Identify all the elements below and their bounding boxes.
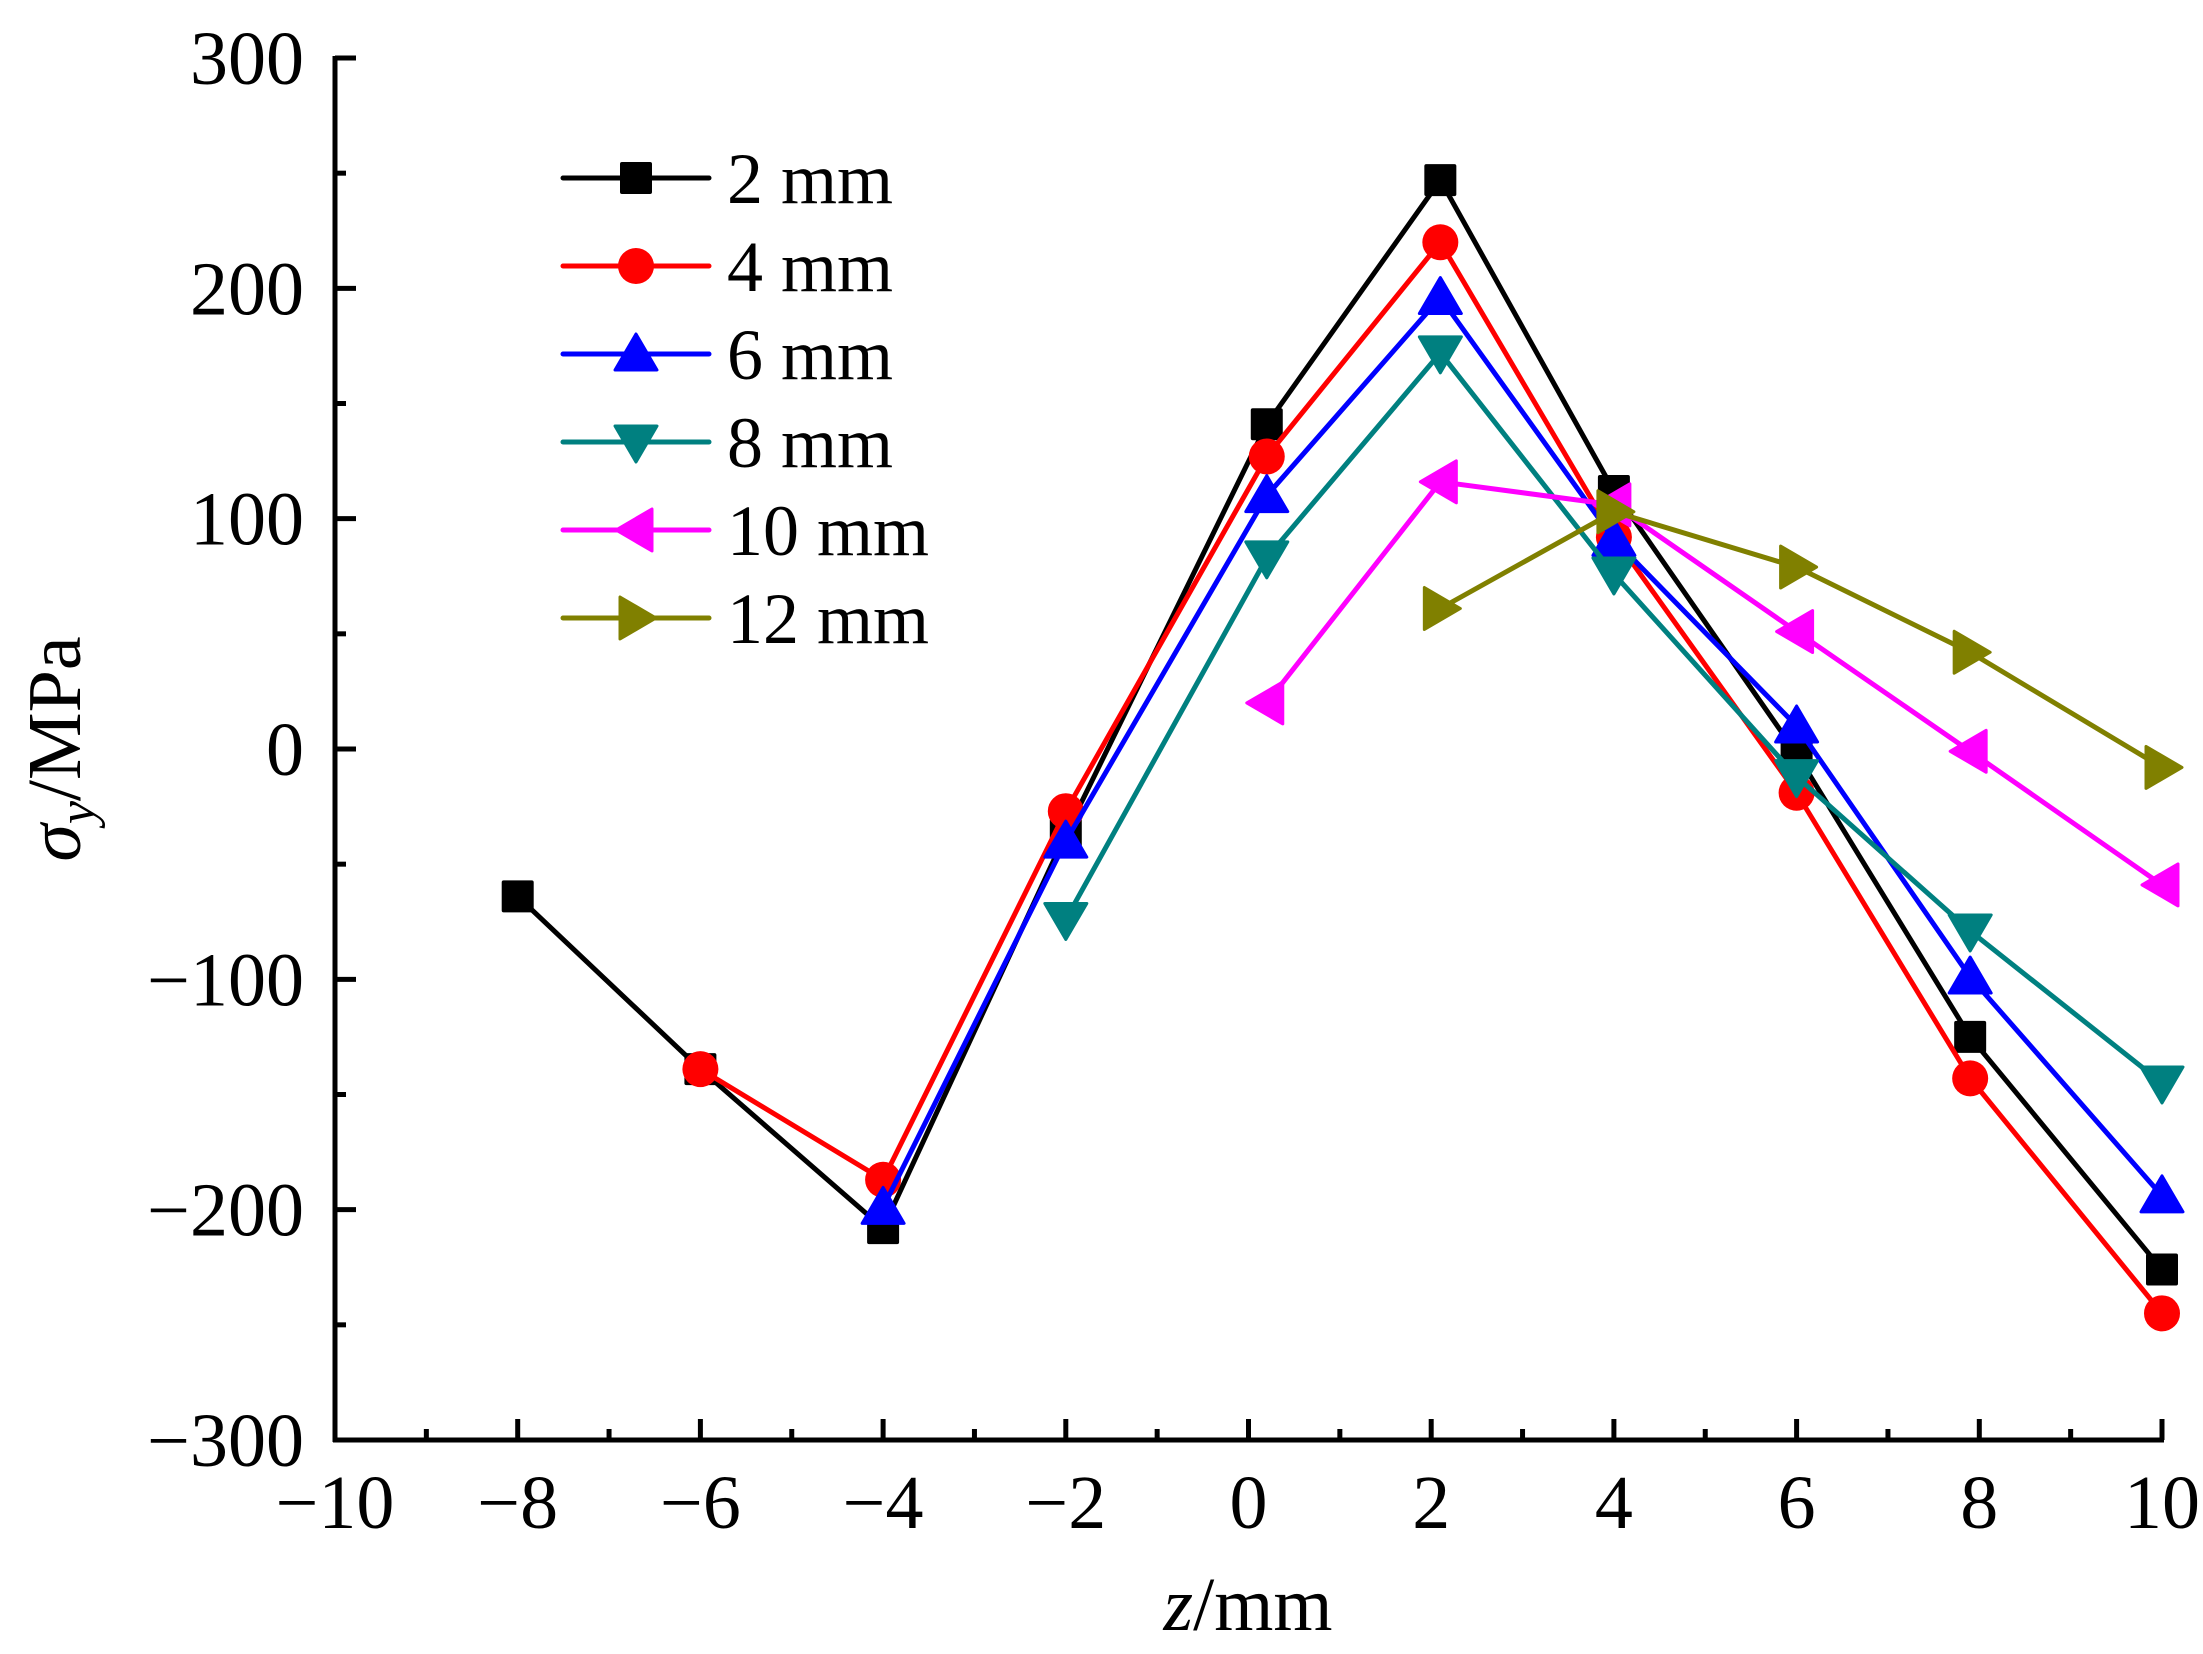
- series-line: [515, 177, 2164, 1272]
- data-point-triangle-up: [2139, 1174, 2185, 1214]
- legend-marker-triangle-down: [613, 424, 659, 464]
- y-tick-label: 200: [190, 247, 304, 331]
- legend-marker-circle: [618, 248, 654, 284]
- data-point-triangle-up: [1043, 819, 1089, 859]
- legend-item: 4 mm: [560, 227, 893, 307]
- data-point-triangle-left: [1418, 459, 1458, 505]
- series-8mm: [1043, 335, 2185, 1105]
- y-tick-label: −300: [147, 1399, 304, 1483]
- data-point-triangle-up: [1774, 704, 1820, 744]
- x-tick-label: −4: [843, 1461, 924, 1545]
- data-point-triangle-down: [1591, 556, 1637, 596]
- x-ticks: −10 −8 −6 −4 −2 0 2 4 6 8 10: [276, 1419, 2200, 1545]
- data-point-triangle-down: [1774, 759, 1820, 799]
- data-point-circle: [1422, 224, 1459, 261]
- legend-marker-triangle-up: [613, 332, 659, 372]
- x-axis-title-var: z: [1163, 1563, 1194, 1647]
- data-point-square: [1954, 1020, 1987, 1053]
- x-tick-label: −10: [276, 1461, 395, 1545]
- series-6mm: [860, 276, 2185, 1225]
- legend-marker-square: [620, 162, 652, 194]
- data-point-triangle-down: [2139, 1065, 2185, 1105]
- data-point-triangle-down: [1244, 540, 1290, 580]
- x-tick-label: 2: [1412, 1461, 1450, 1545]
- data-point-circle: [682, 1051, 719, 1088]
- data-point-triangle-right: [1422, 585, 1462, 631]
- legend-item: 8 mm: [560, 403, 893, 483]
- legend-item: 10 mm: [560, 491, 929, 571]
- legend-label: 10 mm: [727, 491, 929, 571]
- data-point-triangle-down: [1947, 913, 1993, 953]
- y-axis-title-unit: /MPa: [13, 636, 97, 801]
- series-layer: [501, 164, 2185, 1332]
- series-4mm: [682, 224, 2180, 1332]
- y-axis-title-sub: y: [49, 800, 106, 829]
- data-point-triangle-up: [1947, 955, 1993, 995]
- x-axis-title-unit: /mm: [1193, 1563, 1332, 1647]
- y-axis-title: σy/MPa: [13, 636, 106, 861]
- data-point-triangle-up: [860, 1185, 906, 1225]
- x-tick-label: 10: [2124, 1461, 2200, 1545]
- legend-label: 4 mm: [727, 227, 893, 307]
- series-line: [880, 295, 2164, 1209]
- series-line: [1264, 479, 2164, 887]
- data-point-triangle-left: [1948, 728, 1988, 774]
- data-point-circle: [1248, 438, 1285, 475]
- data-point-triangle-left: [2140, 862, 2180, 908]
- legend-item: 12 mm: [560, 579, 929, 659]
- data-point-triangle-up: [1244, 474, 1290, 514]
- x-tick-label: −2: [1025, 1461, 1106, 1545]
- data-point-square: [1424, 164, 1457, 197]
- data-point-circle: [1952, 1060, 1989, 1097]
- y-tick-label: 300: [190, 17, 304, 101]
- y-tick-label: 100: [190, 478, 304, 562]
- x-tick-label: −6: [660, 1461, 741, 1545]
- data-point-square: [1250, 408, 1283, 441]
- data-point-circle: [2144, 1295, 2180, 1332]
- data-point-square: [2146, 1253, 2178, 1286]
- data-point-triangle-right: [1596, 489, 1636, 535]
- legend-label: 6 mm: [727, 315, 893, 395]
- x-tick-label: −8: [477, 1461, 558, 1545]
- data-point-triangle-left: [1775, 609, 1815, 655]
- data-point-triangle-down: [1043, 901, 1089, 941]
- axes: −10 −8 −6 −4 −2 0 2 4 6 8 10 −300 −200 −100 0 100 200 30…: [147, 17, 2200, 1545]
- y-axis-title-var: σ: [13, 822, 97, 862]
- data-point-triangle-down: [1417, 335, 1463, 375]
- data-point-triangle-left: [1245, 680, 1285, 726]
- data-point-triangle-up: [1591, 517, 1637, 557]
- data-point-square: [501, 880, 534, 913]
- y-ticks: −300 −200 −100 0 100 200 300: [147, 17, 356, 1483]
- legend-label: 2 mm: [727, 139, 893, 219]
- legend-label: 12 mm: [727, 579, 929, 659]
- data-point-triangle-right: [1952, 629, 1992, 675]
- legend-marker-triangle-left: [614, 507, 654, 553]
- y-tick-label: −100: [147, 938, 304, 1022]
- series-12mm: [1422, 489, 2184, 790]
- x-tick-label: 6: [1778, 1461, 1816, 1545]
- data-point-triangle-up: [1417, 276, 1463, 316]
- legend-marker-triangle-right: [618, 595, 658, 641]
- legend-item: 6 mm: [560, 315, 893, 395]
- legend-label: 8 mm: [727, 403, 893, 483]
- x-tick-label: 8: [1960, 1461, 1998, 1545]
- x-axis-title: z/mm: [1163, 1563, 1333, 1647]
- y-tick-label: −200: [147, 1169, 304, 1253]
- data-point-triangle-right: [2144, 744, 2184, 790]
- legend-item: 2 mm: [560, 139, 893, 219]
- y-tick-label: 0: [266, 708, 304, 792]
- data-point-triangle-right: [1779, 544, 1819, 590]
- x-tick-label: 0: [1230, 1461, 1268, 1545]
- series-line: [1063, 350, 2164, 1085]
- x-tick-label: 4: [1595, 1461, 1633, 1545]
- data-point-circle: [1047, 793, 1084, 830]
